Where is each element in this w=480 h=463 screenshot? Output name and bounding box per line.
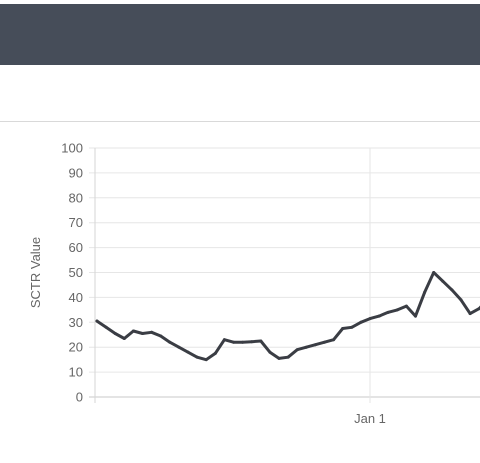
data-point: [214, 352, 217, 355]
x-tick-label: Jan 1: [354, 411, 386, 426]
data-point: [278, 357, 281, 360]
data-point: [460, 298, 463, 301]
y-tick-label: 10: [69, 365, 83, 380]
data-point: [441, 280, 444, 283]
data-point: [114, 332, 117, 335]
data-point: [259, 339, 262, 342]
data-point: [405, 305, 408, 308]
y-tick-label: 30: [69, 315, 83, 330]
y-tick-label: 20: [69, 340, 83, 355]
data-point: [350, 326, 353, 329]
y-tick-label: 40: [69, 290, 83, 305]
data-point: [423, 291, 426, 294]
series-line: [97, 273, 480, 360]
data-point: [177, 346, 180, 349]
y-tick-label: 70: [69, 215, 83, 230]
chart-svg: 0 10 20 30 40 50 60 70 80 90 100 Jan 1 SCTR Value: [0, 122, 480, 458]
data-point: [341, 327, 344, 330]
data-point: [196, 356, 199, 359]
data-point: [105, 326, 108, 329]
data-point: [296, 348, 299, 351]
data-point: [150, 331, 153, 334]
data-point: [159, 334, 162, 337]
y-tick-label: 100: [61, 141, 83, 156]
data-point: [432, 271, 435, 274]
data-point: [232, 341, 235, 344]
data-point: [378, 315, 381, 318]
data-point: [369, 317, 372, 320]
data-point: [396, 308, 399, 311]
y-axis-title: SCTR Value: [28, 237, 43, 308]
y-tick-label: 50: [69, 265, 83, 280]
data-point: [123, 337, 126, 340]
y-tick-label: 80: [69, 190, 83, 205]
data-point: [469, 312, 472, 315]
data-point: [268, 351, 271, 354]
x-tick-labels: Jan 1: [354, 411, 386, 426]
data-point: [168, 341, 171, 344]
header-bar: [0, 4, 480, 65]
y-tick-labels: 0 10 20 30 40 50 60 70 80 90 100: [61, 141, 83, 405]
data-point: [250, 340, 253, 343]
data-point: [132, 330, 135, 333]
y-tick-label: 0: [76, 390, 83, 405]
data-point: [223, 338, 226, 341]
data-point: [314, 343, 317, 346]
data-point: [287, 356, 290, 359]
data-point: [323, 341, 326, 344]
data-point: [187, 351, 190, 354]
data-point: [450, 288, 453, 291]
data-point: [332, 338, 335, 341]
data-point: [387, 311, 390, 314]
y-tick-label: 90: [69, 165, 83, 180]
y-tick-label: 60: [69, 240, 83, 255]
grid-lines: [89, 148, 480, 403]
data-point: [305, 346, 308, 349]
data-point: [414, 315, 417, 318]
sctr-chart: 0 10 20 30 40 50 60 70 80 90 100 Jan 1 SCTR Value: [0, 122, 480, 458]
data-point: [205, 358, 208, 361]
data-point: [241, 341, 244, 344]
data-point: [141, 332, 144, 335]
data-point: [359, 321, 362, 324]
data-point: [96, 320, 99, 323]
